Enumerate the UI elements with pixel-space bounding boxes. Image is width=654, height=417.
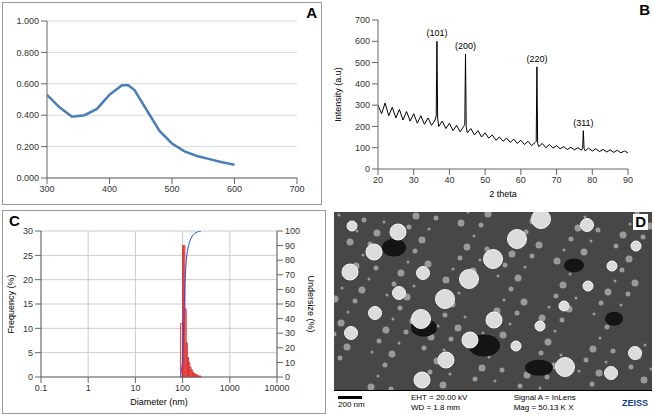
svg-text:1.000: 1.000 bbox=[16, 16, 39, 26]
svg-text:50: 50 bbox=[480, 175, 490, 185]
svg-text:500: 500 bbox=[164, 184, 179, 194]
svg-text:30: 30 bbox=[285, 328, 295, 338]
svg-text:0.800: 0.800 bbox=[16, 48, 39, 58]
html-text:C: C bbox=[9, 212, 20, 229]
html-text:Mag = 50.13 K X: Mag = 50.13 K X bbox=[513, 402, 574, 412]
svg-text:70: 70 bbox=[285, 270, 295, 280]
svg-text:Intensity (a.u): Intensity (a.u) bbox=[333, 67, 343, 122]
html-text:EHT = 20.00 kV: EHT = 20.00 kV bbox=[410, 392, 468, 402]
svg-text:10000: 10000 bbox=[264, 383, 289, 393]
svg-text:0.000: 0.000 bbox=[16, 173, 39, 183]
svg-text:0.600: 0.600 bbox=[16, 79, 39, 89]
svg-text:10: 10 bbox=[285, 358, 295, 368]
svg-text:1000: 1000 bbox=[220, 383, 240, 393]
svg-text:80: 80 bbox=[587, 175, 597, 185]
svg-text:90: 90 bbox=[623, 175, 633, 185]
html-text:WD = 1.8 mm: WD = 1.8 mm bbox=[410, 402, 460, 412]
svg-text:5: 5 bbox=[28, 348, 33, 358]
svg-text:20: 20 bbox=[23, 275, 33, 285]
svg-text:(101): (101) bbox=[426, 28, 447, 38]
svg-text:500: 500 bbox=[355, 58, 370, 68]
svg-text:70: 70 bbox=[552, 175, 562, 185]
svg-text:400: 400 bbox=[355, 79, 370, 89]
svg-text:Diameter (nm): Diameter (nm) bbox=[130, 397, 188, 407]
svg-text:400: 400 bbox=[102, 184, 117, 194]
svg-text:25: 25 bbox=[23, 251, 33, 261]
html-text:200 nm: 200 nm bbox=[338, 399, 365, 409]
svg-text:700: 700 bbox=[289, 184, 304, 194]
svg-text:600: 600 bbox=[355, 36, 370, 46]
svg-text:(200): (200) bbox=[455, 41, 476, 51]
svg-text:100: 100 bbox=[355, 143, 370, 153]
svg-text:40: 40 bbox=[444, 175, 454, 185]
svg-text:20: 20 bbox=[285, 343, 295, 353]
html-text:B: B bbox=[639, 1, 650, 18]
svg-text:100: 100 bbox=[285, 226, 300, 236]
svg-text:10: 10 bbox=[130, 383, 140, 393]
svg-text:Undersize (%): Undersize (%) bbox=[306, 275, 316, 332]
svg-text:60: 60 bbox=[516, 175, 526, 185]
svg-text:100: 100 bbox=[175, 383, 190, 393]
svg-text:0: 0 bbox=[28, 372, 33, 382]
svg-text:200: 200 bbox=[355, 122, 370, 132]
svg-text:1: 1 bbox=[86, 383, 91, 393]
svg-text:40: 40 bbox=[285, 314, 295, 324]
svg-text:10: 10 bbox=[23, 324, 33, 334]
svg-text:600: 600 bbox=[227, 184, 242, 194]
svg-text:0.200: 0.200 bbox=[16, 142, 39, 152]
html-text:Signal A = InLens: Signal A = InLens bbox=[513, 392, 576, 402]
svg-text:Frequency (%): Frequency (%) bbox=[6, 274, 16, 333]
svg-text:700: 700 bbox=[355, 15, 370, 25]
html-text:D: D bbox=[635, 213, 646, 230]
svg-text:300: 300 bbox=[355, 100, 370, 110]
svg-text:2 theta: 2 theta bbox=[489, 189, 517, 199]
svg-text:(220): (220) bbox=[526, 54, 547, 64]
svg-text:0.1: 0.1 bbox=[35, 383, 48, 393]
svg-text:0: 0 bbox=[365, 164, 370, 174]
html-text:ZEISS: ZEISS bbox=[622, 397, 648, 408]
html-text:A: A bbox=[306, 4, 317, 21]
svg-text:90: 90 bbox=[285, 241, 295, 251]
svg-text:0: 0 bbox=[285, 372, 290, 382]
svg-text:20: 20 bbox=[373, 175, 383, 185]
svg-text:15: 15 bbox=[23, 299, 33, 309]
svg-text:60: 60 bbox=[285, 285, 295, 295]
svg-text:(311): (311) bbox=[573, 118, 593, 128]
svg-text:300: 300 bbox=[39, 184, 54, 194]
svg-text:30: 30 bbox=[409, 175, 419, 185]
svg-text:30: 30 bbox=[23, 226, 33, 236]
svg-text:0.400: 0.400 bbox=[16, 110, 39, 120]
svg-text:80: 80 bbox=[285, 255, 295, 265]
svg-text:50: 50 bbox=[285, 299, 295, 309]
